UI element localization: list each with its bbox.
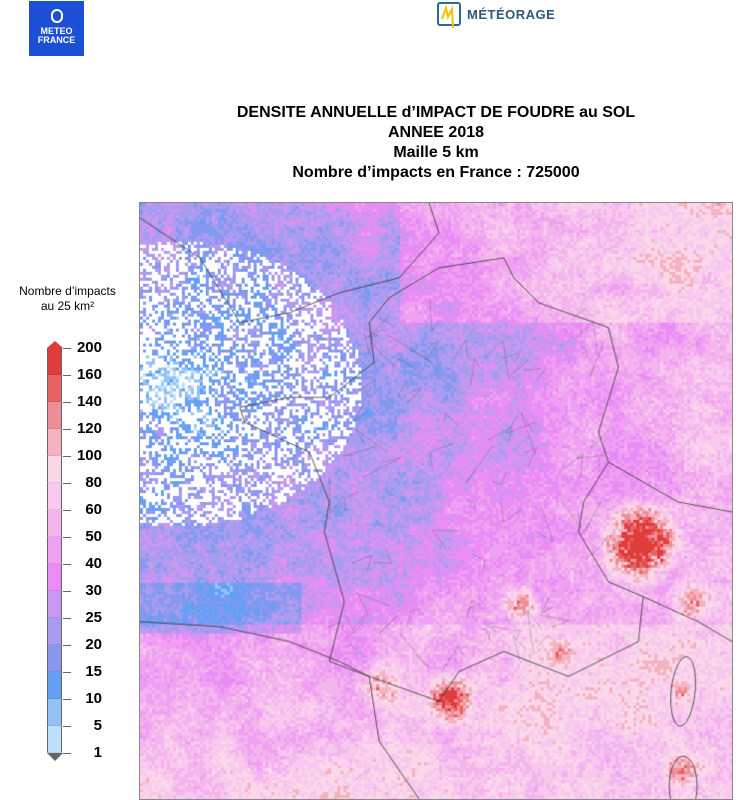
legend-tick (63, 537, 71, 538)
legend-label: 15 (85, 663, 102, 680)
legend-swatch (47, 564, 62, 591)
legend-label: 200 (76, 339, 102, 356)
lightning-density-map (139, 202, 733, 800)
legend-swatch (47, 591, 62, 618)
legend-max-arrow (47, 341, 63, 348)
legend-tick (63, 753, 71, 754)
legend-swatch (47, 510, 62, 537)
legend-label: 50 (85, 528, 102, 545)
legend-tick (63, 591, 71, 592)
legend-tick (63, 429, 71, 430)
legend-label: 20 (85, 636, 102, 653)
legend-swatch (47, 699, 62, 726)
legend-label: 25 (85, 609, 102, 626)
legend-tick (63, 510, 71, 511)
legend-tick (63, 564, 71, 565)
legend-tick (63, 672, 71, 673)
legend-swatch (47, 483, 62, 510)
legend-label: 160 (76, 366, 102, 383)
legend-label: 120 (76, 420, 102, 437)
meteorage-logo-text: MÉTÉORAGE (467, 6, 556, 22)
meteo-france-logo-text: METEO FRANCE (37, 26, 76, 45)
legend-label: 40 (85, 555, 102, 572)
legend-tick (63, 699, 71, 700)
legend-swatch (47, 348, 62, 375)
legend-label: 10 (85, 690, 102, 707)
legend-swatch (47, 537, 62, 564)
legend-swatch (47, 456, 62, 483)
legend-tick (63, 375, 71, 376)
legend-tick (63, 645, 71, 646)
title-line-3: Maille 5 km (393, 144, 479, 161)
meteo-france-mark-icon (50, 9, 63, 23)
meteorage-logo: MÉTÉORAGE (437, 2, 556, 29)
meteorage-lightning-icon (437, 2, 461, 29)
legend-tick (63, 726, 71, 727)
legend-label: 100 (76, 447, 102, 464)
legend-min-arrow (47, 753, 63, 761)
legend-tick (63, 348, 71, 349)
legend-swatch (47, 375, 62, 402)
meteo-france-logo: METEO FRANCE (29, 1, 84, 56)
legend-title-line-1: Nombre d’impacts (19, 284, 116, 298)
map-title: DENSITE ANNUELLE d’IMPACT DE FOUDRE au S… (139, 103, 733, 183)
title-line-4: Nombre d’impacts en France : 725000 (292, 164, 580, 181)
legend-swatch (47, 672, 62, 699)
legend-label: 60 (85, 501, 102, 518)
legend-swatch (47, 618, 62, 645)
legend-label: 30 (85, 582, 102, 599)
legend-swatch (47, 645, 62, 672)
legend-label: 80 (85, 474, 102, 491)
legend-tick (63, 402, 71, 403)
title-line-1: DENSITE ANNUELLE d’IMPACT DE FOUDRE au S… (236, 104, 636, 121)
legend-title: Nombre d’impacts au 25 km² (0, 284, 135, 314)
legend-swatch (47, 429, 62, 456)
legend-swatch (47, 726, 62, 753)
legend-label: 1 (93, 744, 102, 761)
legend-tick (63, 456, 71, 457)
legend-tick (63, 618, 71, 619)
legend-label: 5 (93, 717, 102, 734)
legend-swatch (47, 402, 62, 429)
legend-label: 140 (76, 393, 102, 410)
title-line-2: ANNEE 2018 (387, 124, 485, 141)
legend-color-bar (47, 348, 62, 753)
legend-title-line-2: au 25 km² (40, 299, 95, 313)
legend-tick (63, 483, 71, 484)
